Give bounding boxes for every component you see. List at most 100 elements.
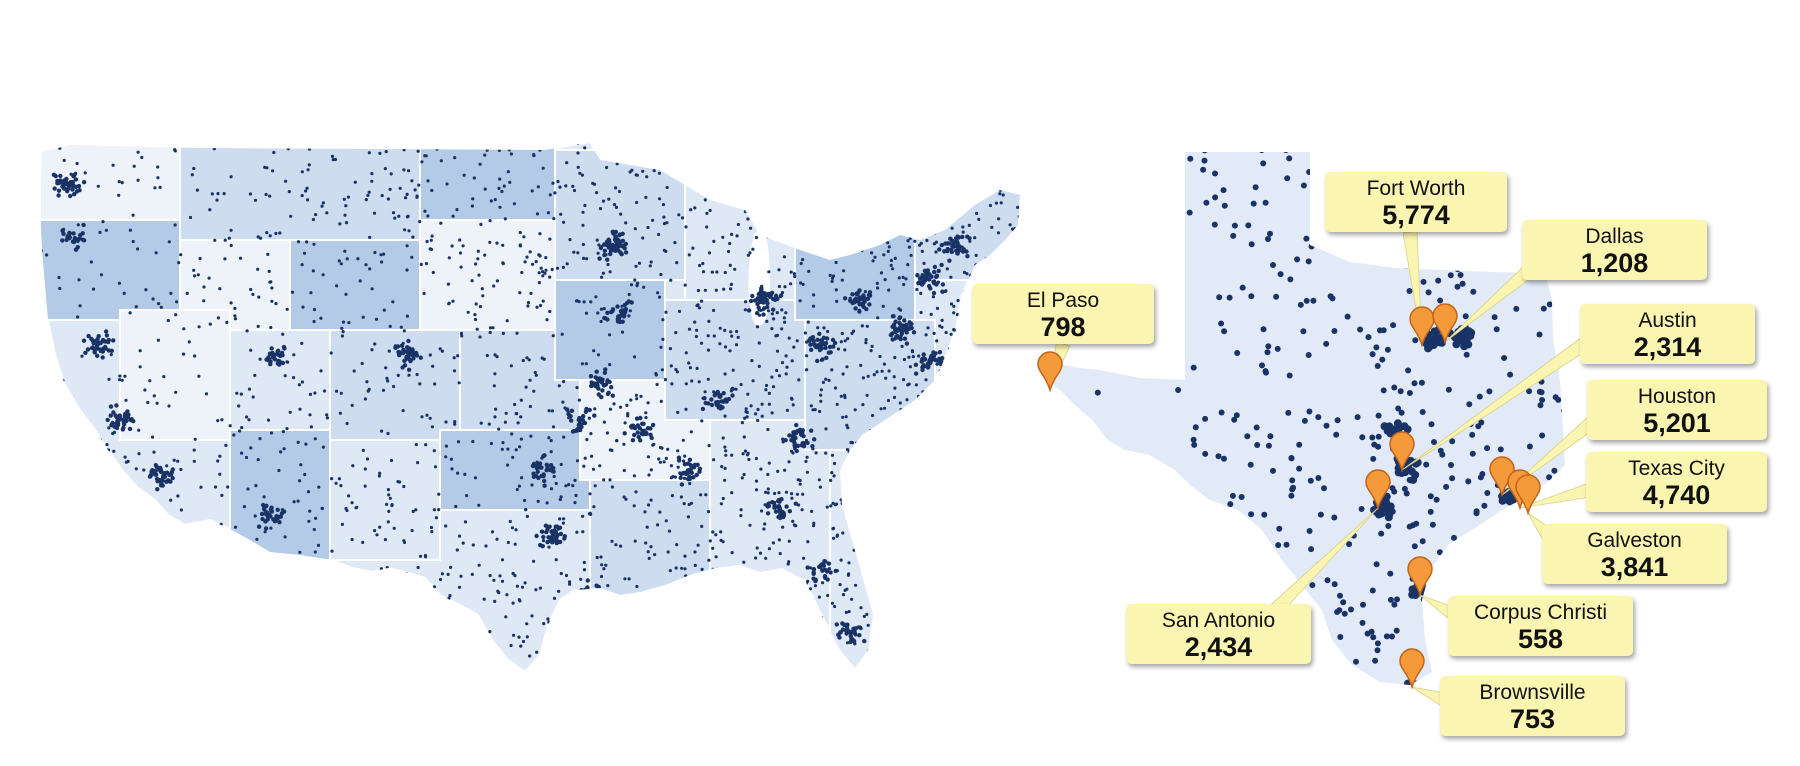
location-dot	[45, 253, 49, 257]
location-dot	[1026, 617, 1029, 620]
location-dot	[325, 211, 329, 215]
map-pin-icon[interactable]	[1407, 556, 1433, 598]
location-dot	[115, 564, 119, 569]
location-dot	[635, 430, 640, 435]
location-dot	[1359, 434, 1366, 441]
location-dot	[1148, 220, 1155, 227]
location-dot	[397, 214, 401, 218]
location-dot	[268, 234, 272, 238]
map-pin-icon[interactable]	[1432, 303, 1458, 345]
location-dot	[363, 467, 367, 471]
location-dot	[238, 557, 242, 561]
location-dot	[575, 530, 579, 534]
location-dot	[1315, 659, 1322, 666]
location-dot	[746, 308, 752, 313]
location-dot	[778, 552, 782, 556]
location-dot	[1212, 194, 1219, 201]
location-dot	[977, 548, 981, 552]
location-dot	[634, 490, 638, 494]
location-dot	[128, 311, 132, 315]
callout-el-paso: El Paso 798	[972, 284, 1154, 344]
location-dot	[123, 374, 127, 378]
location-dot	[1430, 575, 1437, 582]
location-dot	[423, 154, 427, 158]
location-dot	[461, 244, 465, 248]
location-dot	[736, 145, 741, 149]
location-dot	[479, 222, 483, 226]
location-dot	[592, 594, 598, 599]
location-dot	[841, 372, 845, 376]
location-dot	[128, 417, 133, 423]
location-dot	[541, 534, 546, 540]
map-pin-icon[interactable]	[1515, 474, 1541, 516]
location-dot	[907, 522, 911, 526]
location-dot	[458, 238, 462, 242]
map-pin-icon[interactable]	[1389, 431, 1415, 473]
location-dot	[576, 251, 580, 255]
location-dot	[162, 375, 166, 379]
location-dot	[701, 270, 706, 274]
location-dot	[754, 556, 758, 560]
location-dot	[1234, 350, 1241, 356]
location-dot	[944, 569, 949, 573]
location-dot	[706, 334, 710, 338]
map-pin-icon[interactable]	[1399, 648, 1425, 690]
location-dot	[1276, 525, 1283, 532]
location-dot	[1002, 431, 1006, 435]
location-dot	[945, 267, 949, 271]
location-dot	[718, 326, 722, 330]
location-dot	[955, 590, 959, 595]
location-dot	[773, 491, 777, 496]
location-dot	[143, 516, 149, 521]
location-dot	[233, 317, 238, 321]
location-dot	[662, 460, 666, 464]
location-dot	[224, 443, 228, 447]
location-dot	[974, 424, 978, 428]
location-dot	[766, 230, 770, 234]
location-dot	[192, 166, 196, 171]
location-dot	[806, 320, 810, 324]
location-dot	[808, 342, 813, 347]
location-dot	[156, 512, 162, 517]
location-dot	[824, 230, 828, 234]
location-dot	[256, 647, 260, 651]
map-pin-icon[interactable]	[1409, 306, 1435, 348]
location-dot	[1483, 522, 1490, 529]
location-dot	[717, 601, 721, 605]
location-dot	[504, 615, 508, 619]
location-dot	[722, 144, 726, 148]
location-dot	[1356, 162, 1363, 169]
map-pin-icon[interactable]	[1037, 351, 1063, 393]
location-dot	[684, 382, 688, 386]
location-dot	[76, 315, 80, 319]
location-dot	[1002, 470, 1007, 474]
location-dot	[591, 467, 596, 471]
location-dot	[385, 576, 389, 580]
location-dot	[58, 180, 63, 185]
map-pin-icon[interactable]	[1365, 469, 1391, 511]
location-dot	[911, 330, 917, 335]
location-dot	[810, 444, 815, 449]
location-dot	[936, 463, 941, 467]
location-dot	[544, 256, 548, 260]
location-dot	[398, 142, 402, 144]
location-dot	[842, 269, 846, 273]
location-dot	[325, 416, 329, 420]
location-dot	[719, 502, 724, 506]
location-dot	[1429, 521, 1436, 528]
location-dot	[775, 349, 780, 353]
location-dot	[932, 264, 938, 270]
callout-name: Texas City	[1628, 457, 1725, 480]
location-dot	[991, 423, 995, 428]
location-dot	[844, 415, 848, 419]
location-dot	[1116, 455, 1123, 462]
location-dot	[444, 624, 448, 628]
location-dot	[351, 464, 355, 468]
location-dot	[845, 495, 849, 500]
location-dot	[993, 446, 997, 451]
location-dot	[204, 392, 209, 396]
location-dot	[675, 543, 679, 547]
location-dot	[908, 321, 913, 327]
location-dot	[833, 386, 838, 390]
location-dot	[525, 356, 529, 360]
